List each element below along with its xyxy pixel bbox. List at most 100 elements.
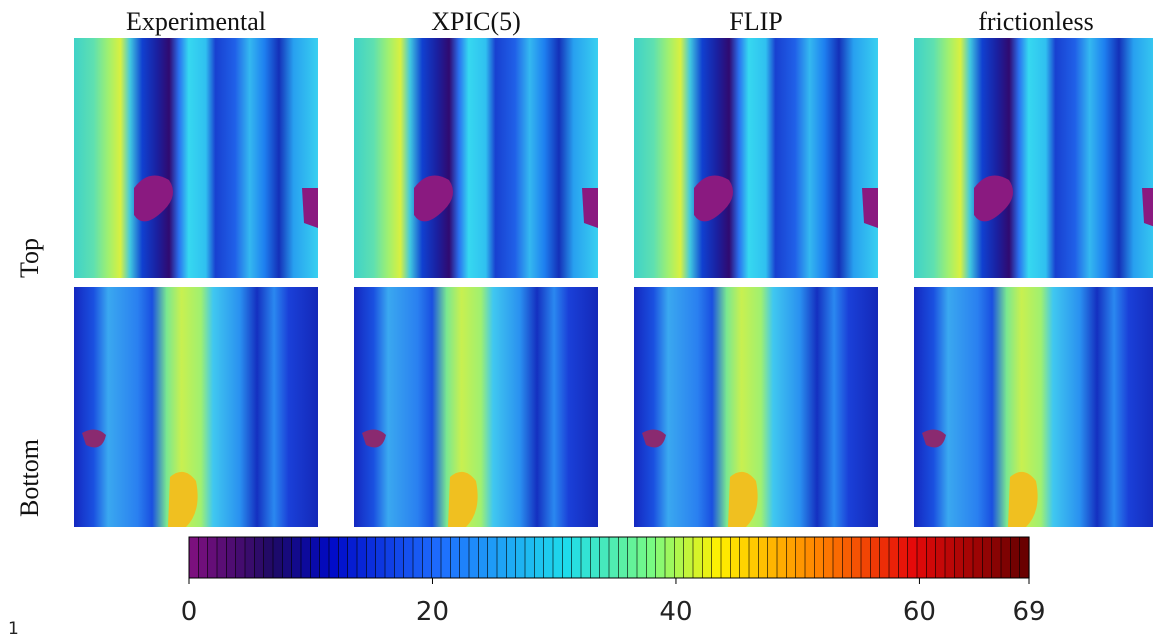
colorbar-segment: [898, 536, 909, 579]
colorbar-segment: [375, 536, 386, 579]
colorbar-segment: [832, 536, 843, 579]
colorbar-segment: [198, 536, 209, 579]
blob: [82, 429, 106, 448]
colorbar-segment: [814, 536, 825, 579]
blob: [168, 471, 198, 527]
colorbar-segment: [627, 536, 638, 579]
blob: [922, 429, 946, 448]
blob: [694, 175, 733, 222]
colorbar-segment: [730, 536, 741, 579]
colorbar-segment: [384, 536, 395, 579]
colorbar-segment: [254, 536, 265, 579]
colorbar-segment: [459, 536, 470, 579]
colorbar-segment: [534, 536, 545, 579]
column-title: FLIP: [729, 7, 782, 36]
colorbar-segment: [870, 536, 881, 579]
colorbar-segment: [263, 536, 274, 579]
page-number: 1: [8, 619, 19, 639]
blob: [1142, 188, 1153, 227]
colorbar-segment: [907, 536, 918, 579]
colorbar-segment: [618, 536, 629, 579]
colorbar-segment: [664, 536, 675, 579]
colorbar-segment: [487, 536, 498, 579]
colorbar-segment: [440, 536, 451, 579]
colorbar-segment: [767, 536, 778, 579]
image-panel: [74, 287, 318, 527]
colorbar-segment: [431, 536, 442, 579]
blob: [582, 188, 598, 228]
image-panel: [634, 38, 878, 278]
colorbar-frame: [188, 536, 1030, 579]
colorbar-segment: [655, 536, 666, 579]
colorbar-segment: [235, 536, 246, 579]
row-label: Top: [15, 238, 44, 278]
colorbar-segment: [319, 536, 330, 579]
colorbar-segment: [646, 536, 657, 579]
colorbar-segment: [366, 536, 377, 579]
image-panel: [634, 287, 878, 527]
colorbar-tick-label: 0: [181, 597, 198, 627]
colorbar-segment: [916, 536, 927, 579]
colorbar-segment: [422, 536, 433, 579]
colorbar-segment: [291, 536, 302, 579]
colorbar-segment: [842, 536, 853, 579]
colorbar-segment: [543, 536, 554, 579]
blob: [448, 471, 478, 527]
panel-image: [914, 38, 1153, 278]
blob: [642, 429, 666, 448]
colorbar-segment: [954, 536, 965, 579]
colorbar-segment: [524, 536, 535, 579]
colorbar-segment: [739, 536, 750, 579]
colorbar-segment: [571, 536, 582, 579]
colorbar-segment: [403, 536, 414, 579]
blob: [728, 471, 758, 527]
colorbar-segment: [823, 536, 834, 579]
blob: [302, 188, 318, 228]
colorbar-segment: [683, 536, 694, 579]
colorbar-segment: [412, 536, 423, 579]
blob: [1008, 471, 1038, 527]
column-title: Experimental: [126, 7, 266, 36]
colorbar-segment: [674, 536, 685, 579]
colorbar-segment: [636, 536, 647, 579]
image-panel: [914, 287, 1153, 527]
colorbar-tick-label: 60: [903, 597, 936, 627]
colorbar-segment: [982, 536, 993, 579]
panel-image: [74, 38, 318, 278]
colorbar-segment: [496, 536, 507, 579]
colorbar-segment: [758, 536, 769, 579]
colorbar-segment: [282, 536, 293, 579]
column-title: XPIC(5): [431, 7, 521, 36]
colorbar-segment: [328, 536, 339, 579]
colorbar-segment: [244, 536, 255, 579]
colorbar-segment: [991, 536, 1002, 579]
panel-image: [634, 38, 878, 278]
colorbar-segment: [926, 536, 937, 579]
colorbar-segment: [188, 536, 199, 579]
panel-image: [354, 38, 598, 278]
colorbar-tick-label: 20: [416, 597, 449, 627]
colorbar-segment: [310, 536, 321, 579]
colorbar-segment: [338, 536, 349, 579]
blob: [862, 188, 878, 228]
colorbar-segment: [226, 536, 237, 579]
colorbar-segment: [944, 536, 955, 579]
colorbar-segment: [562, 536, 573, 579]
column-title: frictionless: [978, 7, 1094, 36]
colorbar-segment: [478, 536, 489, 579]
image-panel: [354, 287, 598, 527]
colorbar-segment: [590, 536, 601, 579]
colorbar-segment: [692, 536, 703, 579]
colorbar-tick-label: 69: [1012, 597, 1045, 627]
colorbar-segment: [1019, 536, 1030, 579]
colorbar-segment: [356, 536, 367, 579]
blob: [362, 429, 386, 448]
colorbar-tick-label: 40: [659, 597, 692, 627]
colorbar-segment: [347, 536, 358, 579]
colorbar-segment: [786, 536, 797, 579]
colorbar-segment: [580, 536, 591, 579]
colorbar-segment: [888, 536, 899, 579]
colorbar-segment: [552, 536, 563, 579]
colorbar-segment: [879, 536, 890, 579]
